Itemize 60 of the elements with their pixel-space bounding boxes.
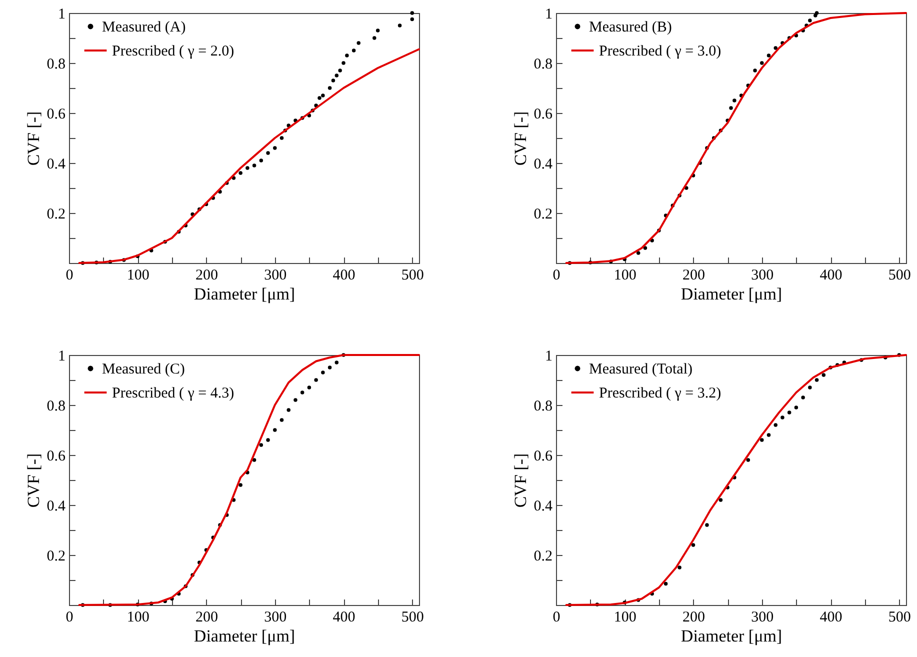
legend-label: Prescribed ( γ = 3.2) <box>599 386 722 402</box>
y-tick-label: 0.2 <box>46 206 66 222</box>
x-tick-label: 0 <box>552 268 560 284</box>
y-tick-label: 1 <box>58 348 66 364</box>
x-axis-title: Diameter [μm] <box>680 626 782 646</box>
x-tick-label: 100 <box>614 610 636 626</box>
legend-label: Measured (B) <box>589 20 672 36</box>
y-tick-label: 0.2 <box>46 548 66 564</box>
y-tick-label: 0.4 <box>534 156 553 172</box>
y-tick-label: 0.8 <box>46 398 66 414</box>
x-tick-label: 100 <box>126 610 150 626</box>
y-tick-label: 0.2 <box>534 206 552 222</box>
x-tick-label: 200 <box>196 268 218 284</box>
y-tick-label: 0.2 <box>534 548 552 564</box>
y-tick-label: 0.4 <box>46 498 66 514</box>
legend-label: Prescribed ( γ = 4.3) <box>112 386 234 402</box>
x-tick-label: 500 <box>401 610 424 626</box>
y-tick-label: 0.6 <box>46 448 66 464</box>
y-tick-label: 0.6 <box>46 106 66 122</box>
y-tick-label: 0.8 <box>534 398 552 414</box>
x-tick-label: 200 <box>196 610 218 626</box>
x-axis-title: Diameter [μm] <box>194 626 296 646</box>
x-axis-title: Diameter [μm] <box>194 284 296 304</box>
y-tick-label: 1 <box>545 6 552 22</box>
x-tick-label: 200 <box>682 268 706 284</box>
legend-label: Measured (A) <box>102 20 186 36</box>
x-tick-label: 500 <box>401 268 424 284</box>
legend-label: Measured (Total) <box>589 362 692 378</box>
x-tick-label: 0 <box>66 610 74 626</box>
y-axis-title: CVF [-] <box>510 111 530 166</box>
x-tick-label: 300 <box>751 268 774 284</box>
x-tick-label: 300 <box>264 268 287 284</box>
x-axis-title: Diameter [μm] <box>680 284 782 304</box>
y-tick-label: 0.4 <box>534 498 553 514</box>
y-tick-label: 0.6 <box>534 448 553 464</box>
y-tick-label: 0.8 <box>46 56 66 72</box>
legend-label: Prescribed ( γ = 2.0) <box>112 44 234 60</box>
y-tick-label: 1 <box>545 348 552 364</box>
x-tick-label: 500 <box>888 610 911 626</box>
y-tick-label: 0.6 <box>534 106 553 122</box>
y-axis-title: CVF [-] <box>510 453 530 508</box>
y-tick-label: 0.4 <box>46 156 66 172</box>
x-tick-label: 100 <box>614 268 636 284</box>
x-tick-label: 400 <box>820 268 842 284</box>
y-tick-label: 0.8 <box>534 56 552 72</box>
x-tick-label: 300 <box>751 610 774 626</box>
legend-label: Prescribed ( γ = 3.0) <box>599 44 722 60</box>
x-tick-label: 0 <box>552 610 560 626</box>
y-axis-title: CVF [-] <box>24 453 43 508</box>
y-tick-label: 1 <box>58 6 66 22</box>
x-tick-label: 400 <box>820 610 842 626</box>
x-tick-label: 400 <box>332 610 356 626</box>
legend-label: Measured (C) <box>102 362 185 378</box>
x-tick-label: 200 <box>682 610 706 626</box>
x-tick-label: 500 <box>888 268 911 284</box>
x-tick-label: 400 <box>332 268 356 284</box>
x-tick-label: 0 <box>66 268 74 284</box>
y-axis-title: CVF [-] <box>24 111 43 166</box>
x-tick-label: 100 <box>126 268 150 284</box>
x-tick-label: 300 <box>264 610 287 626</box>
